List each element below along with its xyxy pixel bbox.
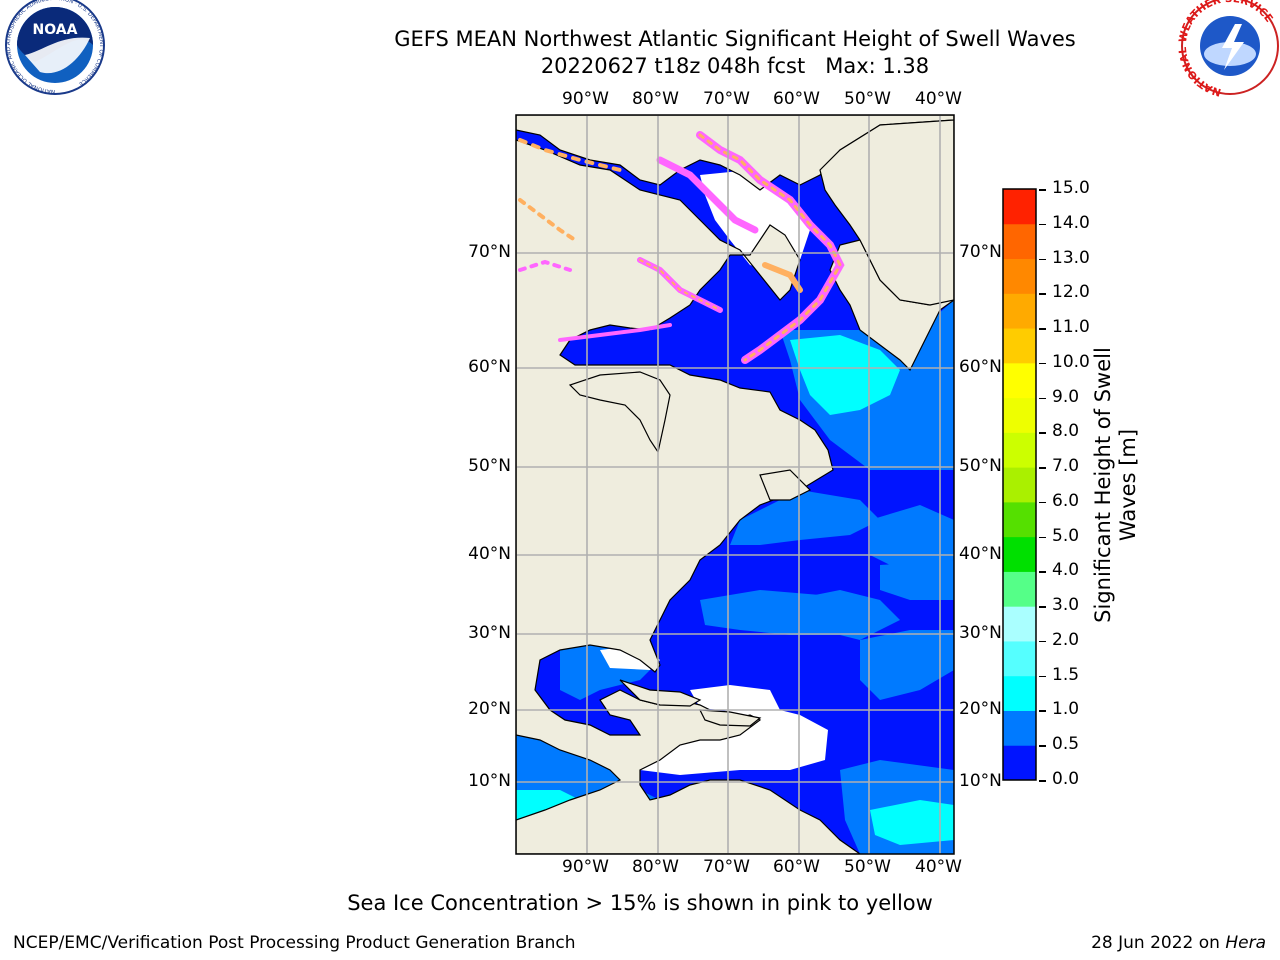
lon-label-bottom-70w: 70°W [703, 857, 750, 877]
colorbar-swatch [1003, 640, 1036, 677]
machine-name: Hera [1225, 933, 1266, 953]
colorbar-tick-mark [1039, 571, 1046, 573]
lat-label-left-10n: 10°N [468, 771, 511, 791]
colorbar-swatch [1003, 710, 1036, 746]
swell-1.0-1.5-regions [516, 335, 954, 854]
colorbar-swatch [1003, 258, 1036, 294]
colorbar-swatch [1003, 606, 1036, 642]
colorbar-tick-label: 6.0 [1052, 490, 1080, 511]
colorbar-tick-label: 12.0 [1052, 282, 1090, 303]
colorbar-tick-mark [1039, 258, 1046, 261]
colorbar-tick-label: 4.0 [1052, 560, 1080, 581]
lat-label-right-60n: 60°N [959, 357, 1002, 377]
colorbar-tick-mark [1039, 432, 1046, 434]
lat-label-right-20n: 20°N [959, 699, 1002, 719]
colorbar-tick-label: 14.0 [1052, 212, 1090, 233]
lat-label-left-30n: 30°N [468, 623, 511, 643]
lon-label-top-60w: 60°W [773, 89, 820, 109]
colorbar-tick-mark [1039, 293, 1046, 295]
lon-label-bottom-40w: 40°W [915, 857, 962, 877]
lon-label-top-70w: 70°W [703, 89, 750, 109]
colorbar-tick-mark [1039, 675, 1046, 678]
colorbar-tick-mark [1039, 745, 1046, 747]
lon-label-top-50w: 50°W [844, 89, 891, 109]
colorbar-tick-mark [1039, 189, 1046, 191]
colorbar-swatch [1003, 571, 1036, 607]
colorbar-tick-label: 1.5 [1052, 664, 1080, 685]
colorbar-tick-mark [1039, 501, 1046, 504]
map-area [516, 115, 954, 854]
colorbar-swatch [1003, 293, 1036, 329]
lon-label-bottom-80w: 80°W [632, 857, 679, 877]
colorbar-tick-mark [1039, 362, 1046, 365]
colorbar-swatch [1003, 467, 1036, 503]
colorbar-swatch [1003, 189, 1036, 225]
map-subtitle: 20220627 t18z 048h fcst Max: 1.38 [540, 54, 930, 78]
noaa-logo: NOAA NATIONAL OCEANIC AND ATMOSPHERIC AD… [5, 0, 105, 95]
colorbar-tick-label: 2.0 [1052, 629, 1080, 650]
colorbar-tick-mark [1039, 397, 1046, 400]
colorbar-tick-label: 0.5 [1052, 734, 1080, 755]
colorbar-tick-label: 15.0 [1052, 178, 1090, 198]
colorbar-tick-label: 9.0 [1052, 386, 1080, 407]
sea-ice-fringe [518, 131, 845, 364]
sea-ice-note: Sea Ice Concentration > 15% is shown in … [347, 891, 933, 915]
map-title: GEFS MEAN Northwest Atlantic Significant… [394, 27, 1076, 51]
colorbar-label: Significant Height of Swell Waves [m] [1091, 347, 1140, 623]
noaa-logo-text: NOAA [33, 22, 78, 38]
colorbar-tick-mark [1039, 536, 1046, 539]
colorbar-tick-label: 1.0 [1052, 699, 1080, 720]
lon-label-bottom-60w: 60°W [773, 857, 820, 877]
colorbar-tick-label: 8.0 [1052, 421, 1080, 442]
lon-label-top-90w: 90°W [562, 89, 609, 109]
colorbar [1002, 188, 1037, 781]
lon-label-top-80w: 80°W [632, 89, 679, 109]
run-date-text: 28 Jun 2022 on [1091, 933, 1226, 953]
lon-label-bottom-50w: 50°W [844, 857, 891, 877]
colorbar-tick-mark [1039, 467, 1046, 469]
colorbar-tick-label: 0.0 [1052, 769, 1080, 789]
colorbar-tick-mark [1039, 328, 1046, 330]
colorbar-swatch [1003, 675, 1036, 711]
colorbar-tick-label: 11.0 [1052, 317, 1090, 338]
map-frame [515, 114, 955, 855]
colorbar-swatch [1003, 432, 1036, 468]
land-masses [516, 115, 954, 854]
producer-credit: NCEP/EMC/Verification Post Processing Pr… [13, 933, 576, 953]
lat-label-right-30n: 30°N [959, 623, 1002, 643]
lon-label-bottom-90w: 90°W [562, 857, 609, 877]
colorbar-swatch [1003, 328, 1036, 364]
colorbar-swatch [1003, 362, 1036, 399]
colorbar-tick-label: 7.0 [1052, 456, 1080, 477]
nws-logo: NATIONAL WEATHER SERVICE [1177, 0, 1279, 98]
lat-label-left-70n: 70°N [468, 242, 511, 262]
lat-label-right-10n: 10°N [959, 771, 1002, 791]
colorbar-swatch [1003, 501, 1036, 538]
colorbar-tick-mark [1039, 223, 1046, 226]
colorbar-tick-mark [1039, 640, 1046, 643]
colorbar-swatch [1003, 536, 1036, 572]
colorbar-swatch [1003, 223, 1036, 260]
lat-label-right-50n: 50°N [959, 456, 1002, 476]
lat-label-left-40n: 40°N [468, 544, 511, 564]
colorbar-tick-label: 13.0 [1052, 247, 1090, 268]
colorbar-swatch [1003, 397, 1036, 433]
colorbar-tick-mark [1039, 780, 1046, 782]
lat-label-right-70n: 70°N [959, 242, 1002, 262]
colorbar-swatch [1003, 745, 1036, 781]
lat-label-right-40n: 40°N [959, 544, 1002, 564]
colorbar-tick-mark [1039, 606, 1046, 608]
lon-label-top-40w: 40°W [915, 89, 962, 109]
lat-label-left-50n: 50°N [468, 456, 511, 476]
colorbar-tick-mark [1039, 710, 1046, 712]
lat-label-left-60n: 60°N [468, 357, 511, 377]
colorbar-tick-label: 3.0 [1052, 595, 1080, 616]
lat-label-left-20n: 20°N [468, 699, 511, 719]
colorbar-tick-label: 10.0 [1052, 351, 1090, 372]
colorbar-tick-label: 5.0 [1052, 525, 1080, 546]
run-date: 28 Jun 2022 on Hera [1091, 933, 1266, 953]
graticule [516, 115, 954, 854]
